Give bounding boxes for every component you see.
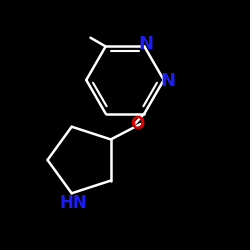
Text: N: N (160, 72, 175, 90)
Text: N: N (138, 36, 153, 54)
Text: HN: HN (59, 194, 87, 212)
Text: O: O (130, 115, 145, 133)
